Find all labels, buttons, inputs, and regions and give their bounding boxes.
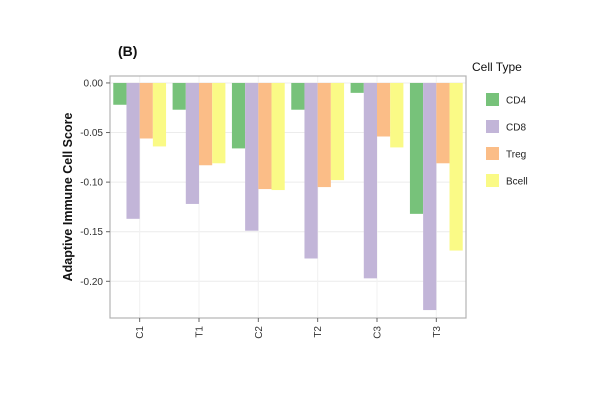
bar-cd8-c1	[126, 82, 140, 219]
bar-bcell-c1	[152, 82, 167, 147]
bar-cd4-t1	[172, 82, 186, 110]
bar-treg-c3	[377, 82, 391, 137]
x-tick-label: C3	[373, 326, 384, 339]
x-tick-label: C2	[254, 326, 265, 339]
y-tick-label: -0.20	[80, 277, 103, 288]
bar-cd4-c2	[231, 82, 246, 149]
y-tick-label: 0.00	[84, 78, 104, 89]
y-axis-title: Adaptive Immune Cell Score	[61, 113, 75, 282]
bar-bcell-t2	[330, 82, 345, 181]
y-tick-label: -0.05	[80, 128, 103, 139]
bar-cd8-c3	[363, 82, 377, 279]
bar-bcell-c2	[271, 82, 285, 191]
bar-cd8-t2	[304, 82, 318, 259]
y-tick-label: -0.10	[80, 178, 103, 189]
bar-treg-t2	[317, 82, 331, 188]
legend-swatch-cd4	[486, 93, 499, 106]
bar-cd4-c1	[113, 82, 127, 105]
y-tick-label: -0.15	[80, 227, 103, 238]
legend-title: Cell Type	[472, 60, 522, 74]
legend-swatch-treg	[486, 147, 499, 160]
bar-cd8-t3	[423, 82, 437, 311]
legend-label-bcell: Bcell	[506, 177, 528, 188]
bar-treg-t3	[436, 82, 450, 164]
legend-swatch-cd8	[486, 120, 499, 133]
bar-bcell-t3	[449, 82, 463, 251]
legend-label-cd4: CD4	[506, 96, 526, 107]
bar-bcell-c3	[390, 82, 404, 148]
legend-label-cd8: CD8	[506, 123, 526, 134]
bar-bcell-t1	[212, 82, 226, 164]
bar-cd4-c3	[350, 82, 364, 93]
x-tick-label: T2	[313, 326, 324, 338]
bars	[113, 82, 463, 311]
x-tick-label: T1	[195, 326, 206, 338]
bar-cd4-t2	[291, 82, 305, 110]
legend-label-treg: Treg	[506, 150, 526, 161]
axes: 0.00 -0.05 -0.10 -0.15 -0.20 C1 T1 C2 T2 C3 T3	[80, 78, 443, 338]
x-tick-label: C1	[135, 326, 146, 339]
bar-treg-c1	[139, 82, 153, 139]
bar-cd8-c2	[245, 82, 259, 231]
plot-frame	[109, 75, 467, 319]
bar-cd8-t1	[185, 82, 199, 204]
x-tick-label: T3	[432, 326, 443, 338]
legend-swatch-bcell	[486, 174, 499, 187]
panel-label: (B)	[118, 43, 137, 59]
bar-treg-t1	[199, 82, 213, 166]
bar-treg-c2	[258, 82, 272, 190]
legend: Cell Type CD4 CD8 Treg Bcell	[472, 60, 528, 188]
bar-cd4-t3	[409, 82, 424, 214]
